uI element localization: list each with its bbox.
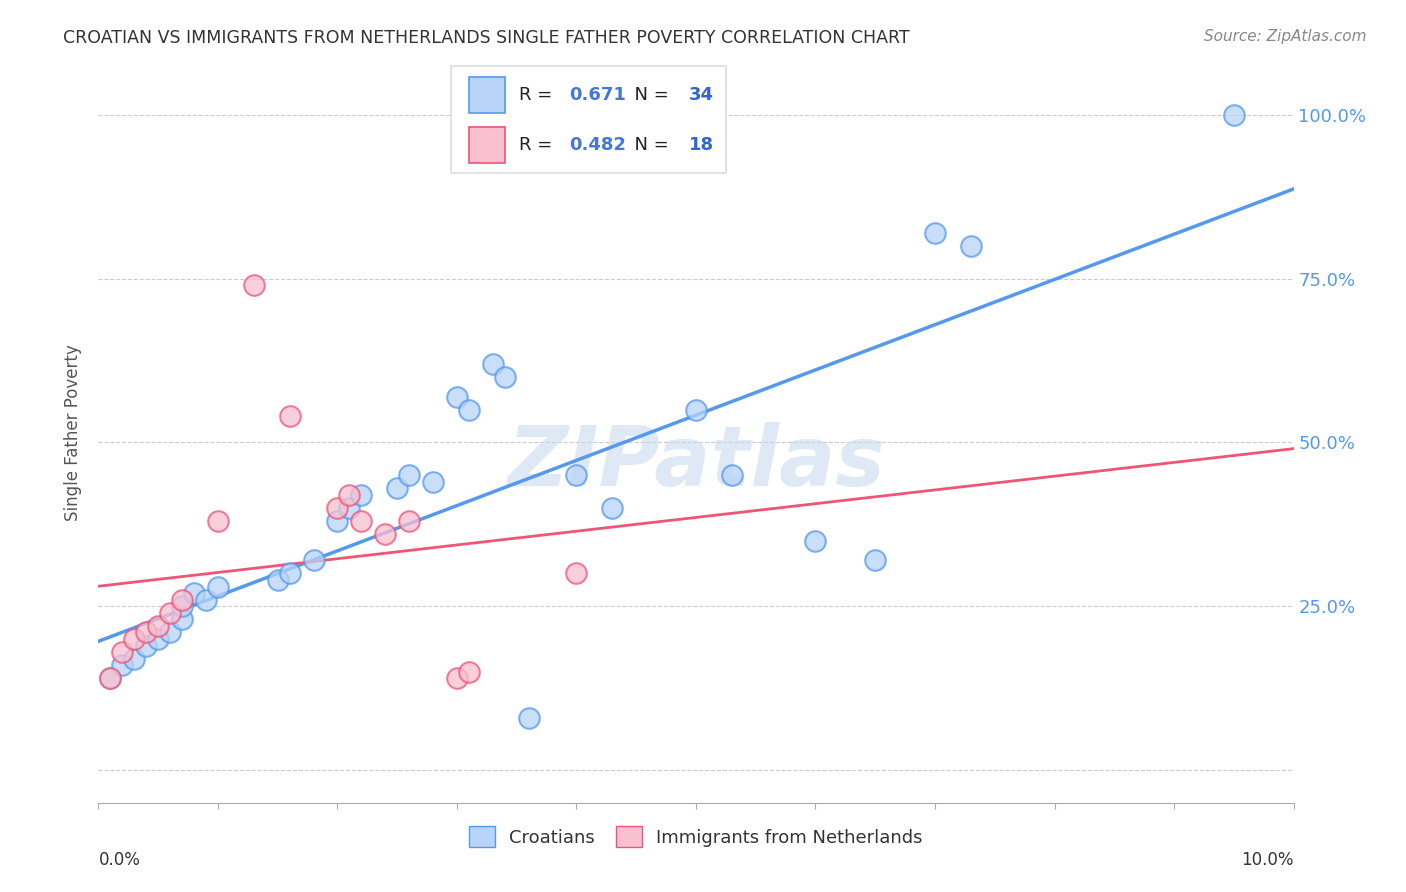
Point — [135, 639, 157, 653]
Point — [183, 586, 205, 600]
Point — [924, 226, 946, 240]
Text: 18: 18 — [689, 136, 714, 153]
Point — [159, 606, 181, 620]
Point — [148, 619, 170, 633]
Point — [172, 599, 194, 614]
Point — [960, 239, 983, 253]
Point — [374, 527, 396, 541]
Point — [494, 370, 516, 384]
Legend: Croatians, Immigrants from Netherlands: Croatians, Immigrants from Netherlands — [463, 819, 929, 855]
Point — [565, 468, 588, 483]
FancyBboxPatch shape — [451, 66, 725, 173]
Point — [98, 671, 122, 685]
Point — [350, 488, 373, 502]
Text: R =: R = — [519, 86, 558, 103]
Point — [98, 671, 122, 685]
Point — [685, 402, 707, 417]
Point — [339, 500, 361, 515]
Text: 0.671: 0.671 — [569, 86, 626, 103]
Point — [565, 566, 588, 581]
Y-axis label: Single Father Poverty: Single Father Poverty — [65, 344, 83, 521]
Point — [398, 468, 420, 483]
Bar — [470, 127, 505, 162]
Point — [124, 651, 146, 665]
Point — [278, 566, 301, 581]
Point — [243, 278, 266, 293]
Point — [721, 468, 744, 483]
Point — [385, 481, 409, 495]
Point — [446, 390, 468, 404]
Point — [446, 671, 468, 685]
Point — [339, 488, 361, 502]
Point — [804, 533, 827, 548]
Point — [517, 711, 540, 725]
Point — [207, 580, 229, 594]
Point — [602, 500, 624, 515]
Text: CROATIAN VS IMMIGRANTS FROM NETHERLANDS SINGLE FATHER POVERTY CORRELATION CHART: CROATIAN VS IMMIGRANTS FROM NETHERLANDS … — [63, 29, 910, 47]
Point — [124, 632, 146, 646]
Text: ZIPatlas: ZIPatlas — [508, 422, 884, 503]
Point — [135, 625, 157, 640]
Point — [172, 612, 194, 626]
Text: 34: 34 — [689, 86, 714, 103]
Point — [458, 665, 481, 679]
Text: N =: N = — [623, 86, 675, 103]
Point — [482, 357, 505, 371]
Point — [326, 500, 349, 515]
Point — [159, 625, 181, 640]
Point — [302, 553, 325, 567]
Text: N =: N = — [623, 136, 675, 153]
Point — [195, 592, 218, 607]
Point — [278, 409, 301, 424]
Text: 0.0%: 0.0% — [98, 851, 141, 869]
Point — [865, 553, 887, 567]
Point — [111, 645, 134, 659]
Bar — [470, 77, 505, 112]
Point — [1223, 108, 1246, 122]
Point — [422, 475, 444, 489]
Text: 10.0%: 10.0% — [1241, 851, 1294, 869]
Point — [350, 514, 373, 528]
Point — [267, 573, 290, 587]
Text: R =: R = — [519, 136, 558, 153]
Text: Source: ZipAtlas.com: Source: ZipAtlas.com — [1204, 29, 1367, 45]
Point — [207, 514, 229, 528]
Text: 0.482: 0.482 — [569, 136, 626, 153]
Point — [326, 514, 349, 528]
Point — [458, 402, 481, 417]
Point — [148, 632, 170, 646]
Point — [172, 592, 194, 607]
Point — [111, 658, 134, 673]
Point — [398, 514, 420, 528]
